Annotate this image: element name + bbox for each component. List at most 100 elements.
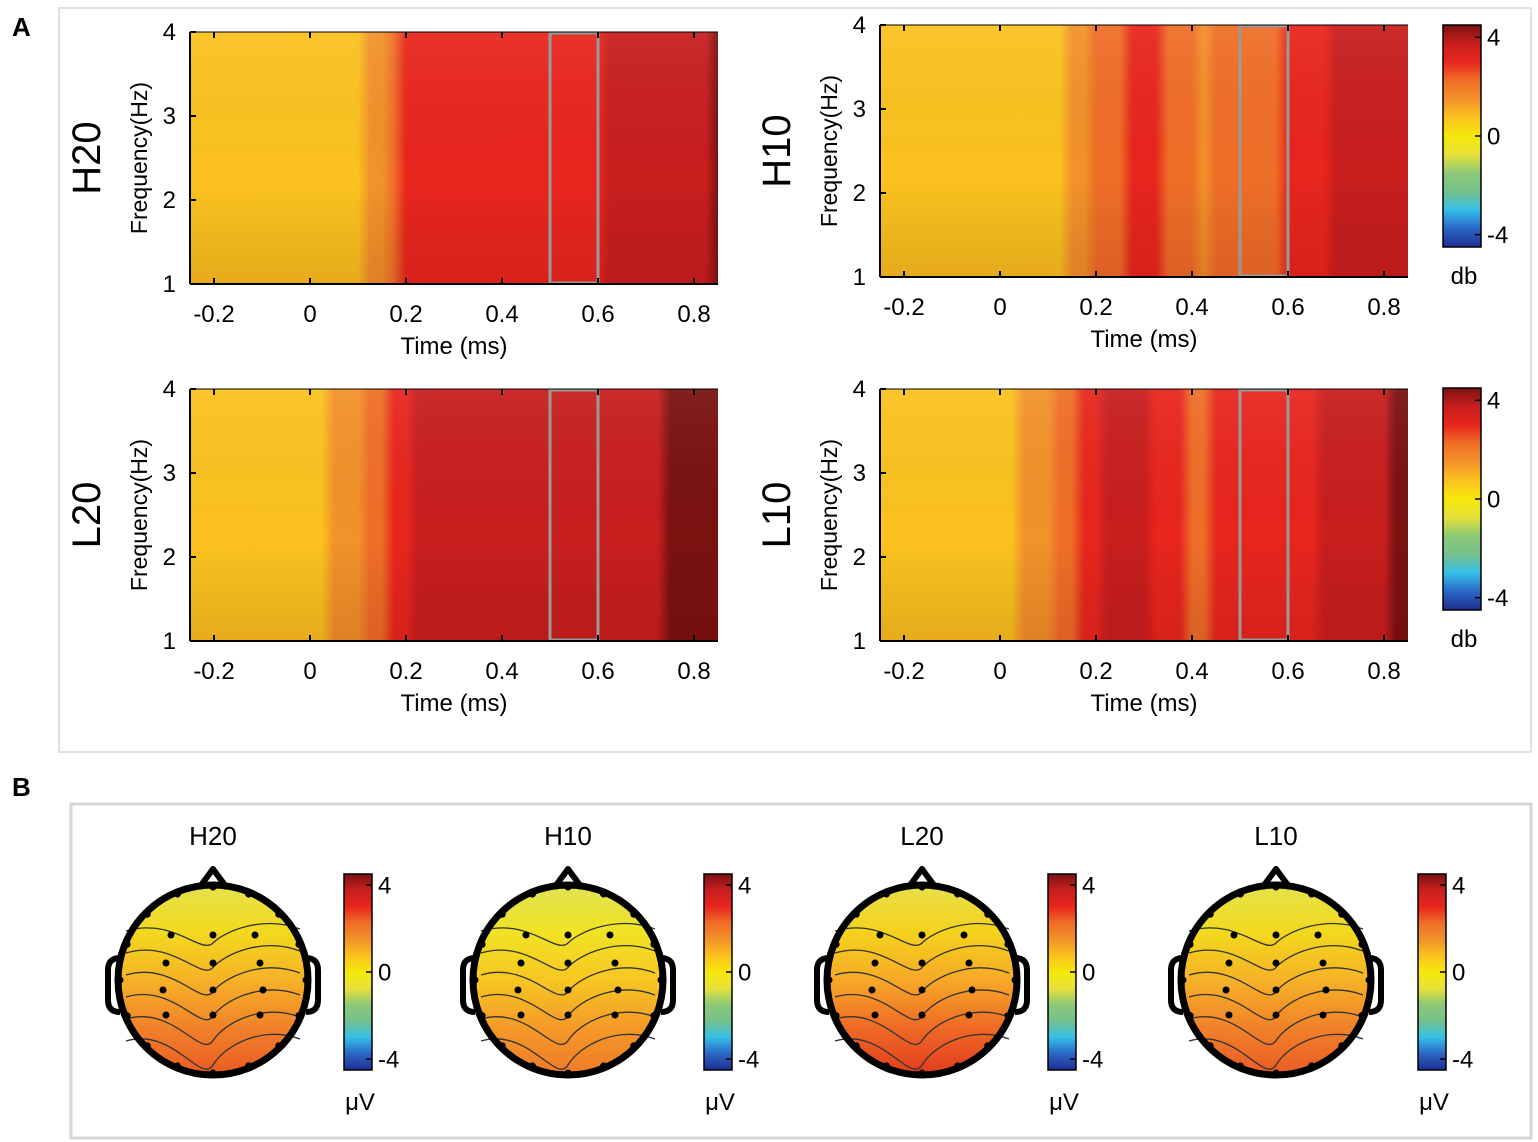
colorbar-tick-label: 0 (1487, 123, 1500, 150)
rim-electrode-dot (1004, 940, 1012, 948)
y-axis-label: Frequency(Hz) (126, 82, 152, 234)
colorbar-tick-label: 4 (738, 872, 751, 899)
panel-label-a: A (12, 12, 31, 42)
y-tick-label: 3 (163, 103, 176, 130)
x-tick-label: 0 (993, 294, 1006, 321)
x-tick-label: -0.2 (883, 294, 924, 321)
electrode-dot (965, 1011, 973, 1019)
electrode-dot (1230, 931, 1238, 939)
rim-electrode-dot (1365, 976, 1373, 984)
rim-electrode-dot (302, 976, 310, 984)
colorbar-tick-label: -4 (738, 1047, 759, 1074)
colorbar-unit: μV (345, 1089, 375, 1116)
rim-electrode-dot (1179, 976, 1187, 984)
colorbar-tick-label: 0 (378, 959, 391, 986)
rim-electrode-dot (498, 1042, 506, 1050)
nose-outline (1259, 866, 1293, 890)
rim-electrode-dot (528, 890, 536, 898)
electrode-dot (522, 931, 530, 939)
rim-electrode-dot (564, 1069, 572, 1077)
topomap-H20: H20 4 0 -4μV (105, 821, 399, 1116)
y-tick-label: 3 (853, 460, 866, 487)
y-axis-label: Frequency(Hz) (816, 75, 842, 227)
heatmap-L20: -0.2 0 0.2 0.4 0.6 0.8 1 2 3 4 Time (ms) Frequency(… (65, 376, 718, 717)
rim-electrode-dot (1308, 890, 1316, 898)
electrode-dot (1322, 986, 1330, 994)
colorbar-db-top: 4 0 -4 db (1442, 24, 1508, 290)
electrode-dot (960, 931, 968, 939)
right-ear-outline (1368, 955, 1384, 1015)
colorbar-tick-label: 0 (1452, 959, 1465, 986)
rim-electrode-dot (173, 1062, 181, 1070)
heatmap-H20: -0.2 0 0.2 0.4 0.6 0.8 1 2 3 4 Time (ms) Frequency(… (65, 19, 718, 360)
y-tick-label: 3 (163, 460, 176, 487)
electrode-dot (167, 931, 175, 939)
y-tick-label: 4 (853, 12, 866, 39)
condition-label-L10: L10 (755, 482, 799, 549)
rim-electrode-dot (852, 1042, 860, 1050)
electrode-dot (965, 959, 973, 967)
rim-electrode-dot (245, 890, 253, 898)
right-ear-outline (660, 955, 676, 1015)
x-tick-label: 0 (303, 658, 316, 685)
electrode-dot (162, 1011, 170, 1019)
x-tick-label: -0.2 (883, 658, 924, 685)
contour-line (834, 922, 1010, 946)
topomap-surface (1181, 885, 1371, 1075)
x-tick-label: -0.2 (193, 658, 234, 685)
rim-electrode-dot (657, 976, 665, 984)
electrode-dot (514, 986, 522, 994)
x-tick-label: 0.8 (1367, 658, 1400, 685)
y-tick-label: 2 (853, 180, 866, 207)
rim-electrode-dot (498, 910, 506, 918)
x-tick-label: 0.4 (485, 658, 518, 685)
colorbar-uv-H20: 4 0 -4μV (343, 872, 399, 1116)
contour-line (1188, 1011, 1364, 1046)
contour-line (1188, 945, 1364, 971)
electrode-dot (1225, 1011, 1233, 1019)
x-tick-label: 0 (993, 658, 1006, 685)
electrode-dot (1314, 931, 1322, 939)
rim-electrode-dot (882, 1062, 890, 1070)
colorbar-unit: db (1451, 626, 1478, 653)
x-tick-label: 0.2 (1079, 294, 1112, 321)
colorbar-tick-label: 4 (1452, 872, 1465, 899)
y-tick-label: 2 (163, 187, 176, 214)
rim-electrode-dot (650, 1012, 658, 1020)
y-axis-label: Frequency(Hz) (126, 439, 152, 591)
contour-line (834, 1033, 1010, 1070)
x-tick-label: 0.8 (677, 301, 710, 328)
heatmap-shading-L10 (880, 389, 1408, 641)
electrode-dot (1319, 959, 1327, 967)
contour-line (1188, 922, 1364, 946)
rim-electrode-dot (1186, 1012, 1194, 1020)
topomap-title: H20 (189, 821, 237, 851)
condition-label-H20: H20 (65, 121, 109, 194)
rim-electrode-dot (143, 1042, 151, 1050)
left-ear-outline (460, 955, 476, 1015)
colorbar-tick-label: 0 (1487, 486, 1500, 513)
electrode-dot (209, 931, 217, 939)
electrode-dot (611, 1011, 619, 1019)
y-tick-label: 4 (853, 376, 866, 403)
electrode-dot (871, 1011, 879, 1019)
x-tick-label: 0.2 (389, 301, 422, 328)
heatmap-shading-H10 (880, 25, 1408, 277)
rim-electrode-dot (478, 940, 486, 948)
electrode-dot (209, 1011, 217, 1019)
colorbar-tick-label: -4 (1082, 1047, 1103, 1074)
y-tick-label: 2 (163, 544, 176, 571)
nose-outline (196, 866, 230, 890)
electrode-dot (564, 986, 572, 994)
electrode-dot (564, 931, 572, 939)
condition-label-L20: L20 (65, 482, 109, 549)
colorbar-tick-label: 0 (1082, 959, 1095, 986)
right-ear-outline (1014, 955, 1030, 1015)
colorbar-unit: db (1451, 263, 1478, 290)
x-tick-label: 0 (303, 301, 316, 328)
colorbar-tick-label: -4 (378, 1047, 399, 1074)
rim-electrode-dot (209, 1069, 217, 1077)
electrode-dot (871, 959, 879, 967)
rim-electrode-dot (1338, 910, 1346, 918)
rim-electrode-dot (630, 910, 638, 918)
